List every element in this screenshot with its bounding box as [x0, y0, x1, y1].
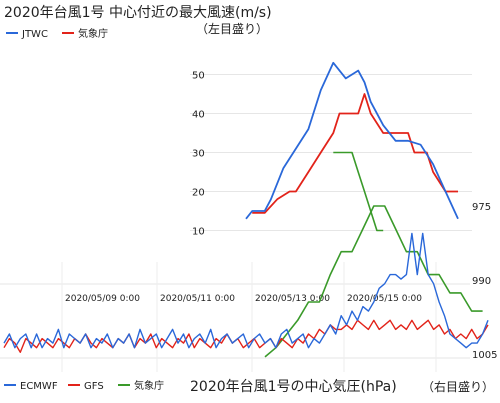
pressure-chart-subtitle: （右目盛り） — [422, 379, 494, 394]
legend-label-jma-wind: 気象庁 — [78, 27, 108, 40]
grid-lines — [0, 74, 472, 372]
right-tick-1005: 1005 — [472, 350, 497, 361]
series-ecmwf-line — [3, 232, 489, 349]
right-tick-975: 975 — [472, 202, 491, 213]
series-jma-wind-green-line — [333, 151, 384, 232]
series-jtwc-line — [245, 61, 459, 220]
x-tick-0513: 2020/05/13 0:00 — [255, 294, 330, 304]
wind-legend: JTWC 気象庁 — [6, 27, 108, 40]
right-tick-990: 990 — [472, 276, 491, 287]
y-tick-50: 50 — [192, 71, 205, 82]
x-tick-0511: 2020/05/11 0:00 — [160, 294, 235, 304]
date-axis-ticks: 2020/05/09 0:00 2020/05/11 0:00 2020/05/… — [65, 294, 422, 304]
series-jma-pressure-line — [264, 205, 483, 358]
wind-chart-title: 2020年台風1号 中心付近の最大風速(m/s) — [4, 5, 272, 21]
pressure-chart-title: 2020年台風1号の中心気圧(hPa) — [190, 379, 397, 395]
y-tick-10: 10 — [192, 227, 205, 238]
legend-label-ecmwf: ECMWF — [20, 381, 58, 392]
x-tick-0509: 2020/05/09 0:00 — [65, 294, 140, 304]
wind-axis-ticks: 10 20 30 40 50 — [192, 71, 205, 238]
legend-label-jtwc: JTWC — [21, 29, 48, 40]
y-tick-40: 40 — [192, 110, 205, 121]
legend-label-jma-pressure: 気象庁 — [134, 379, 164, 392]
wind-chart-subtitle: （左目盛り） — [196, 21, 268, 36]
series-gfs-line — [3, 319, 489, 353]
pressure-axis-ticks: 975 990 1005 — [472, 202, 497, 361]
x-tick-0515: 2020/05/15 0:00 — [347, 294, 422, 304]
series-lines — [3, 61, 489, 358]
y-tick-30: 30 — [192, 149, 205, 160]
y-tick-20: 20 — [192, 188, 205, 199]
legend-label-gfs: GFS — [84, 381, 104, 392]
pressure-legend: ECMWF GFS 気象庁 — [4, 379, 164, 392]
